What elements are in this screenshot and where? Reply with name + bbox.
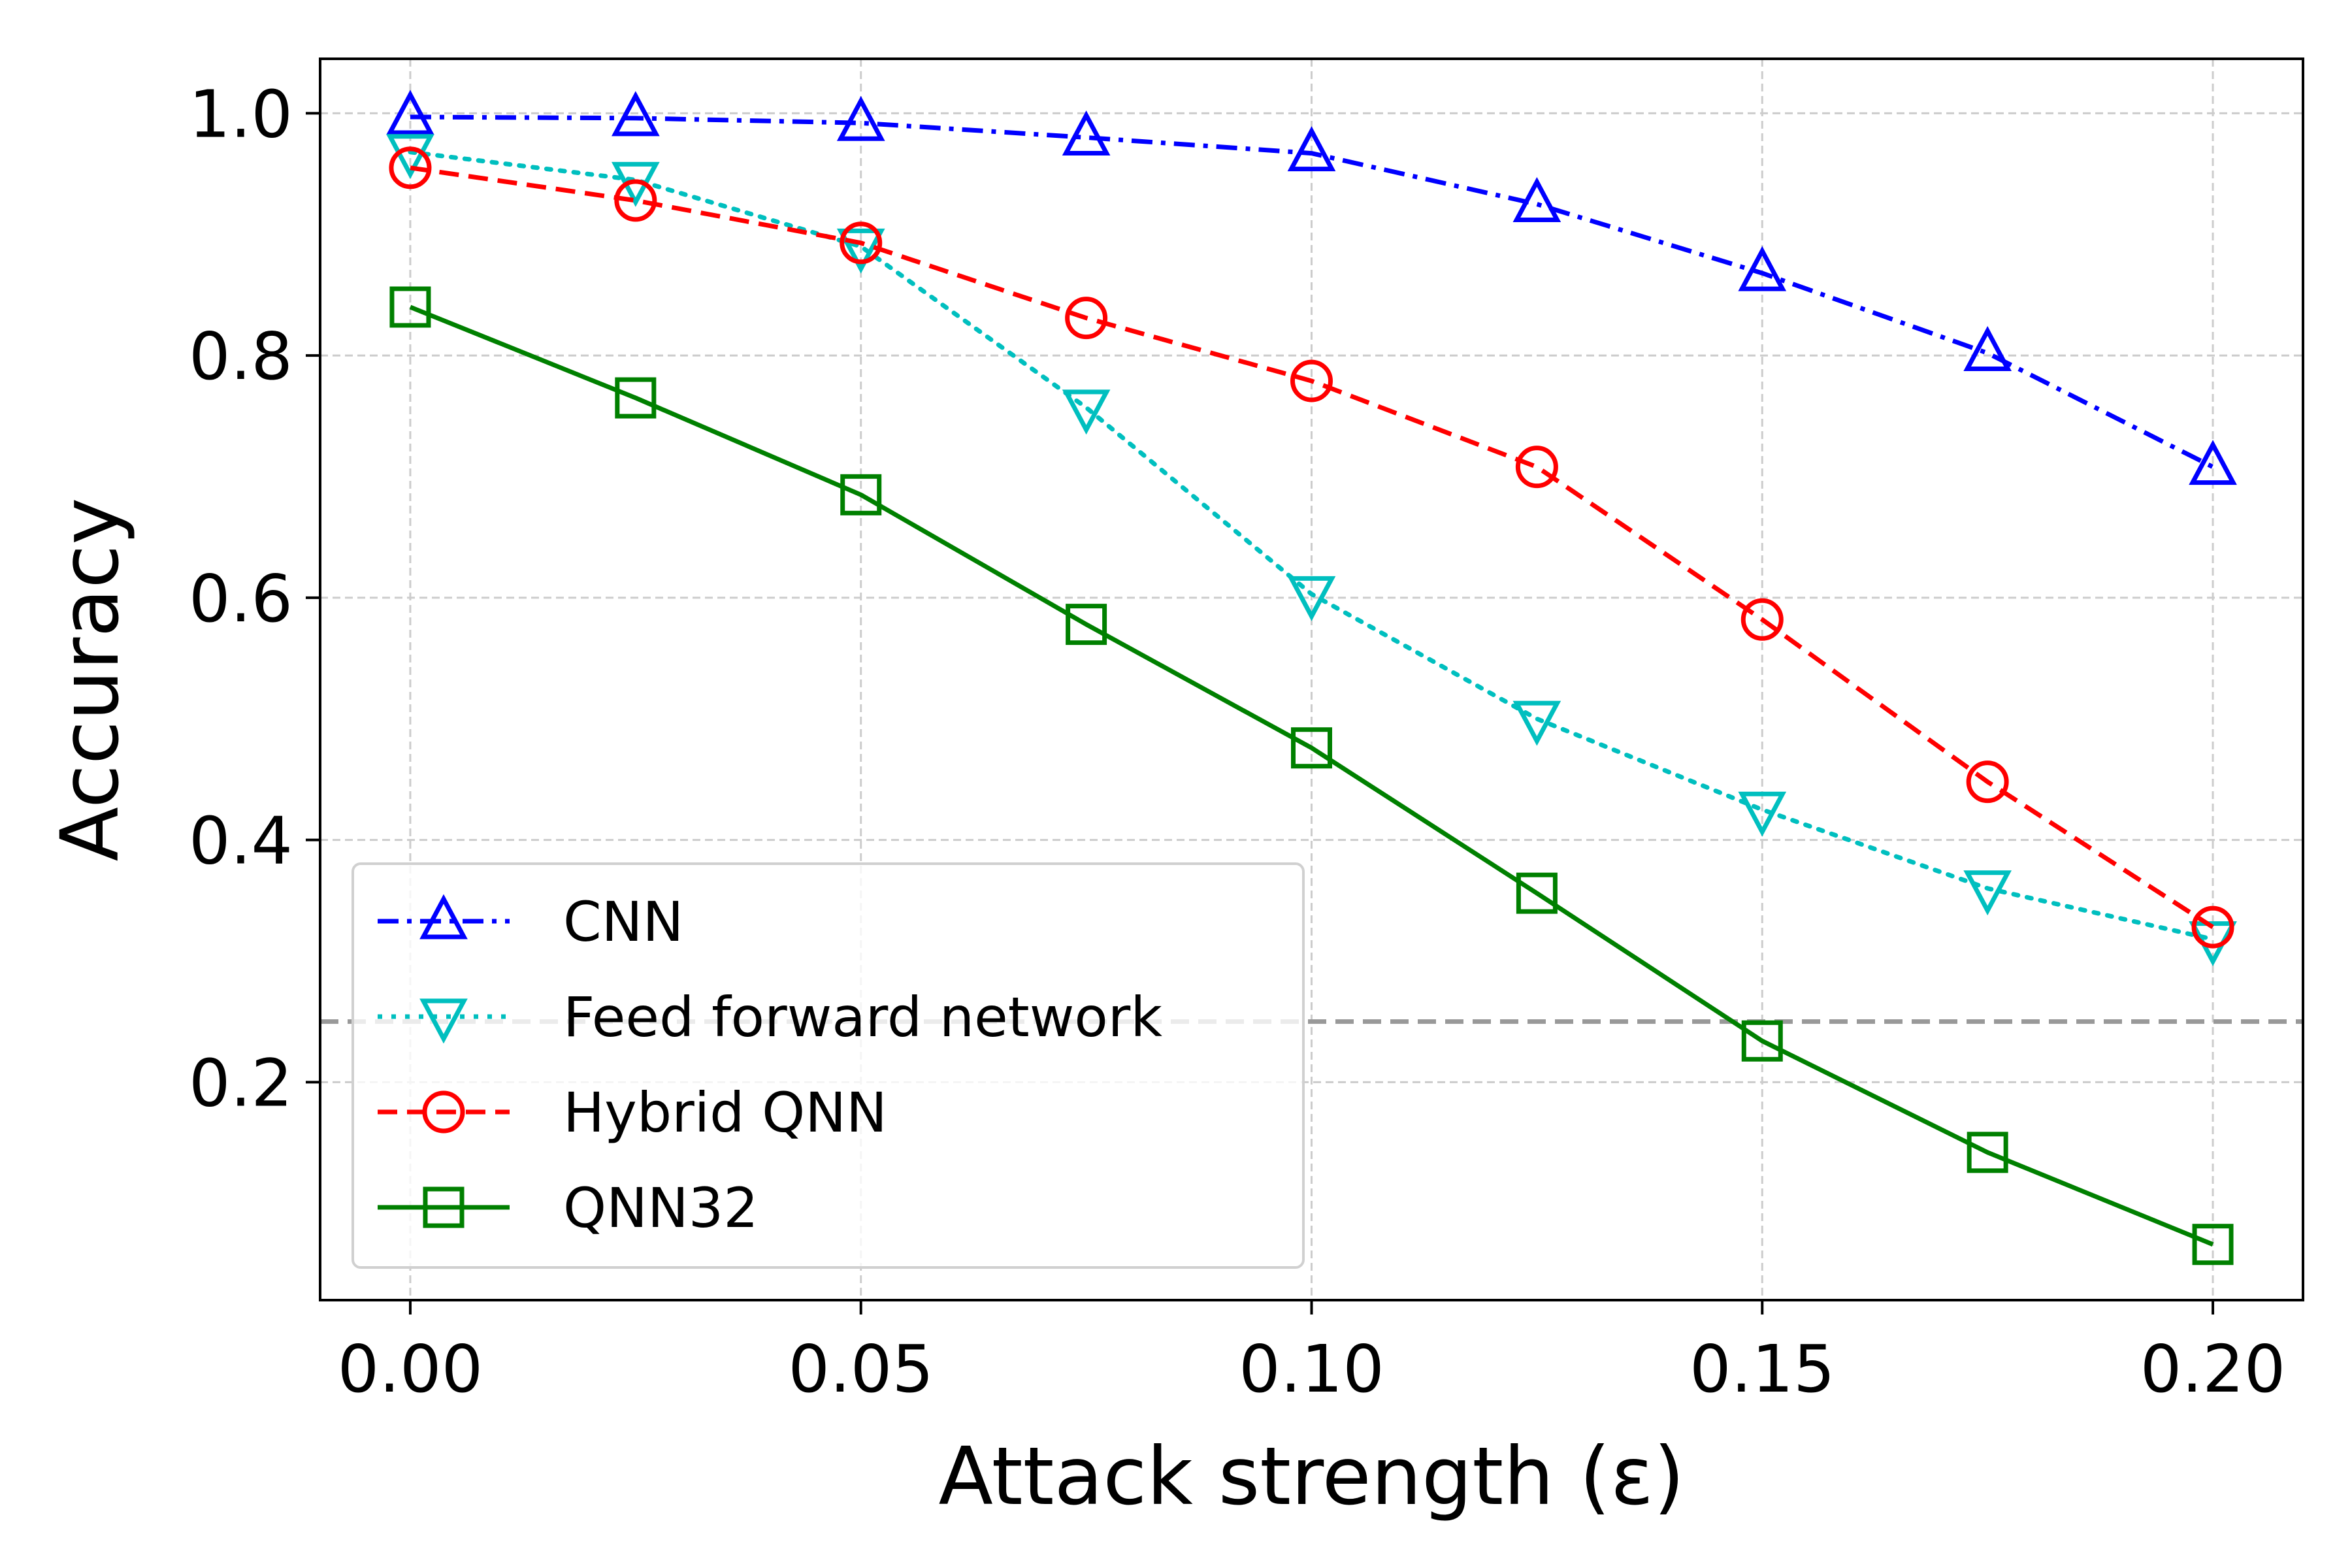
series-3-point-3 bbox=[1066, 604, 1107, 645]
series-3-point-0 bbox=[389, 286, 431, 328]
y-tick-label-0: 0.2 bbox=[189, 1045, 293, 1121]
series-2-point-3 bbox=[1065, 297, 1108, 340]
x-axis-title: Attack strength (ε) bbox=[938, 1430, 1684, 1523]
series-line-0 bbox=[410, 114, 2214, 469]
series-2-point-7 bbox=[1966, 760, 2009, 804]
x-tick-label-2: 0.10 bbox=[1239, 1331, 1384, 1407]
x-tick-label-1: 0.05 bbox=[788, 1331, 934, 1407]
y-axis-title: Accuracy bbox=[44, 498, 137, 862]
series-0-point-0 bbox=[386, 90, 434, 135]
ticks: 0.00 0.05 0.10 0.15 0.20 0.2 0.4 0.6 0.8 1.0 bbox=[189, 76, 2285, 1407]
series-0-point-3 bbox=[1062, 110, 1111, 155]
series-2 bbox=[389, 146, 2234, 949]
series-2-point-4 bbox=[1290, 359, 1333, 402]
series-3-point-5 bbox=[1516, 872, 1558, 914]
series-0-point-1 bbox=[612, 91, 660, 137]
legend: CNN Feed forward network Hybrid QNN QNN32 bbox=[351, 862, 1305, 1269]
series-0-point-4 bbox=[1287, 126, 1336, 172]
series-3-point-6 bbox=[1741, 1020, 1783, 1062]
series-line-3 bbox=[409, 304, 2214, 1247]
series-2-point-6 bbox=[1740, 598, 1784, 641]
series-3-point-7 bbox=[1967, 1132, 2008, 1173]
series-2-point-2 bbox=[840, 221, 883, 265]
series-0-point-5 bbox=[1512, 177, 1561, 222]
series-group bbox=[386, 90, 2237, 1266]
series-line-2 bbox=[410, 165, 2214, 930]
series-3-point-4 bbox=[1291, 727, 1332, 769]
series-3 bbox=[389, 286, 2234, 1266]
y-tick-label-3: 0.8 bbox=[189, 318, 293, 395]
series-2-point-8 bbox=[2191, 906, 2234, 949]
series-1-point-5 bbox=[1512, 700, 1561, 746]
series-line-1 bbox=[408, 150, 2215, 942]
series-2-point-1 bbox=[614, 179, 657, 222]
series-3-point-1 bbox=[615, 377, 657, 419]
series-0-point-6 bbox=[1738, 246, 1787, 291]
legend-label-3: QNN32 bbox=[563, 1176, 759, 1240]
series-1-point-7 bbox=[1963, 870, 2012, 916]
series-1-point-4 bbox=[1287, 576, 1336, 621]
series-1-point-6 bbox=[1738, 791, 1787, 837]
y-tick-label-1: 0.4 bbox=[189, 803, 293, 879]
legend-marker-2 bbox=[422, 1090, 465, 1134]
legend-marker-1 bbox=[419, 998, 468, 1044]
series-1-point-2 bbox=[836, 228, 885, 274]
series-0-point-7 bbox=[1963, 326, 2012, 371]
x-tick-label-0: 0.00 bbox=[338, 1331, 483, 1407]
series-0-point-8 bbox=[2189, 440, 2237, 485]
series-1-point-3 bbox=[1062, 389, 1111, 435]
x-tick-label-4: 0.20 bbox=[2140, 1331, 2286, 1407]
legend-marker-0 bbox=[419, 894, 468, 939]
series-0-point-2 bbox=[836, 95, 885, 141]
series-2-point-5 bbox=[1515, 446, 1558, 489]
legend-label-2: Hybrid QNN bbox=[563, 1081, 887, 1145]
y-tick-label-2: 0.6 bbox=[189, 561, 293, 637]
legend-label-1: Feed forward network bbox=[563, 985, 1162, 1049]
series-3-point-2 bbox=[840, 474, 882, 515]
legend-label-0: CNN bbox=[563, 890, 683, 954]
series-2-point-0 bbox=[389, 146, 432, 189]
series-0 bbox=[386, 90, 2237, 485]
y-tick-label-4: 1.0 bbox=[189, 76, 293, 152]
x-tick-label-3: 0.15 bbox=[1690, 1331, 1835, 1407]
series-3-point-8 bbox=[2192, 1224, 2234, 1266]
legend-box bbox=[351, 862, 1305, 1269]
legend-marker-3 bbox=[423, 1186, 465, 1228]
series-1-point-0 bbox=[386, 134, 434, 180]
